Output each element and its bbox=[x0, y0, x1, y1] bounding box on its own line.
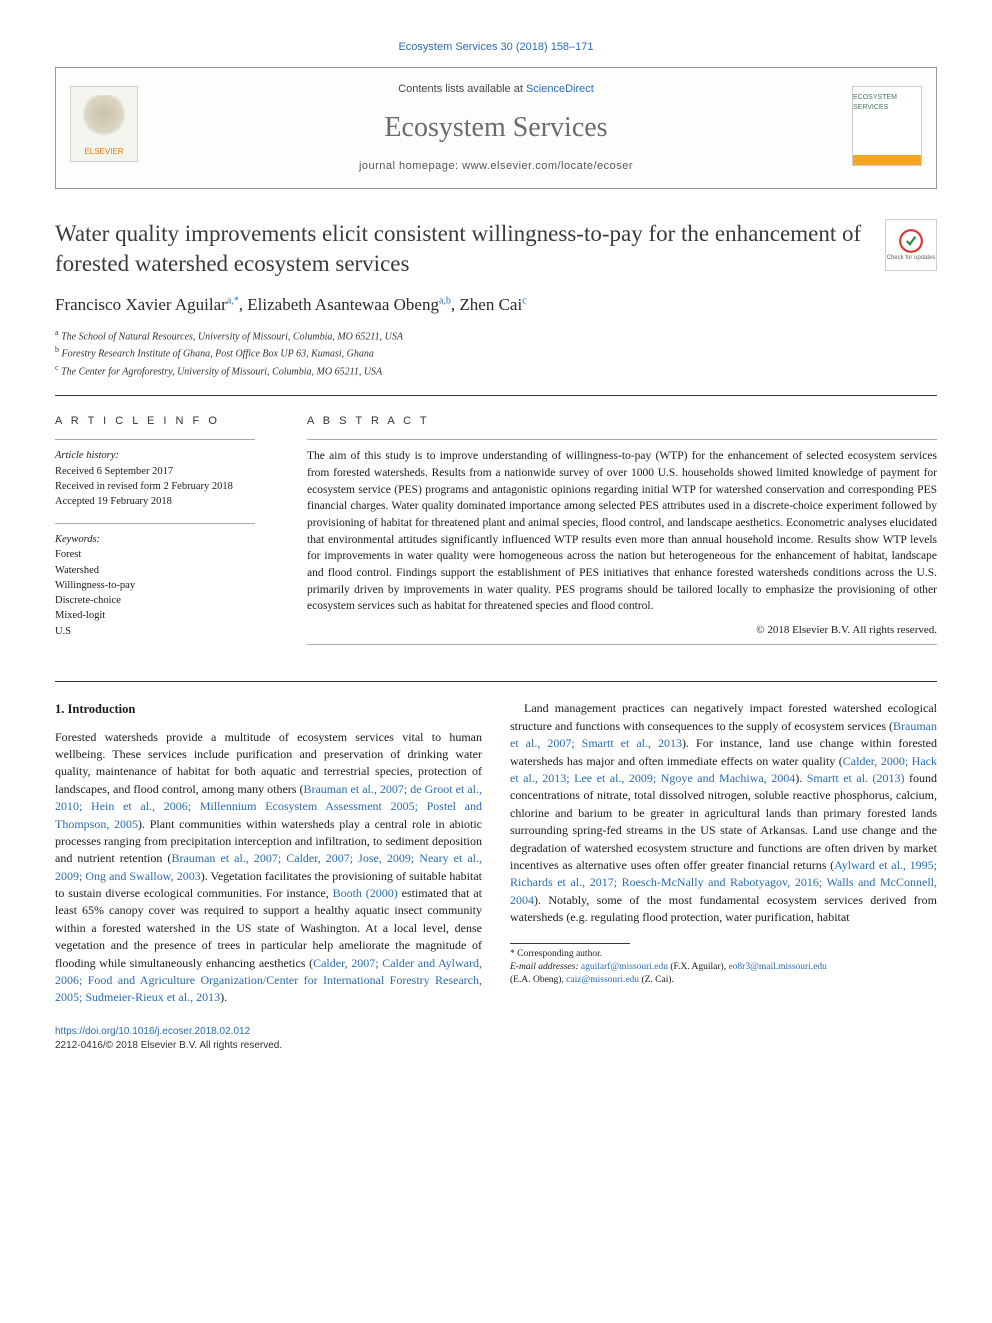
journal-cover-thumb[interactable]: ECOSYSTEM SERVICES bbox=[852, 86, 922, 166]
article-history: Article history: Received 6 September 20… bbox=[55, 448, 275, 509]
page-footer: https://doi.org/10.1016/j.ecoser.2018.02… bbox=[55, 1025, 937, 1053]
footnotes: * Corresponding author. E-mail addresses… bbox=[510, 948, 937, 988]
author-3[interactable]: Zhen Cai bbox=[459, 295, 522, 314]
article-info-heading: A R T I C L E I N F O bbox=[55, 414, 275, 429]
body-paragraph: Land management practices can negatively… bbox=[510, 700, 937, 926]
crossmark-icon bbox=[898, 228, 924, 254]
footnote-divider bbox=[510, 943, 630, 944]
sciencedirect-link[interactable]: ScienceDirect bbox=[526, 83, 594, 95]
affiliation-a: The School of Natural Resources, Univers… bbox=[61, 331, 403, 342]
citation-link[interactable]: Booth (2000) bbox=[333, 886, 398, 900]
author-1[interactable]: Francisco Xavier Aguilar bbox=[55, 295, 227, 314]
abstract-text: The aim of this study is to improve unde… bbox=[307, 448, 937, 615]
journal-name: Ecosystem Services bbox=[166, 108, 826, 147]
affiliation-c: The Center for Agroforestry, University … bbox=[61, 366, 382, 377]
contents-available: Contents lists available at ScienceDirec… bbox=[166, 82, 826, 97]
abstract-heading: A B S T R A C T bbox=[307, 414, 937, 429]
keywords: Keywords: Forest Watershed Willingness-t… bbox=[55, 532, 275, 639]
journal-cover-text: ECOSYSTEM SERVICES bbox=[853, 93, 921, 113]
corresponding-note: Corresponding author. bbox=[517, 949, 602, 959]
divider bbox=[307, 439, 937, 440]
journal-homepage: journal homepage: www.elsevier.com/locat… bbox=[166, 159, 826, 174]
elsevier-logo[interactable]: ELSEVIER bbox=[70, 86, 138, 162]
citation-link[interactable]: Smartt et al. (2013) bbox=[807, 771, 905, 785]
homepage-url[interactable]: www.elsevier.com/locate/ecoser bbox=[462, 160, 633, 172]
copyright: © 2018 Elsevier B.V. All rights reserved… bbox=[307, 623, 937, 638]
divider bbox=[55, 523, 255, 524]
email-link[interactable]: eo8r3@mail.missouri.edu bbox=[728, 962, 826, 972]
affiliations: a The School of Natural Resources, Unive… bbox=[55, 327, 937, 379]
email-link[interactable]: aguilarf@missouri.edu bbox=[581, 962, 668, 972]
article-body: 1. Introduction Forested watersheds prov… bbox=[55, 700, 937, 1006]
email-link[interactable]: caiz@missouri.edu bbox=[566, 975, 639, 985]
divider bbox=[55, 395, 937, 396]
journal-header: ELSEVIER ECOSYSTEM SERVICES Contents lis… bbox=[55, 67, 937, 189]
section-heading: 1. Introduction bbox=[55, 700, 482, 718]
affiliation-b: Forestry Research Institute of Ghana, Po… bbox=[62, 349, 374, 360]
divider bbox=[307, 644, 937, 645]
authors: Francisco Xavier Aguilara,*, Elizabeth A… bbox=[55, 293, 937, 317]
author-2[interactable]: Elizabeth Asantewaa Obeng bbox=[247, 295, 439, 314]
issue-citation: Ecosystem Services 30 (2018) 158–171 bbox=[55, 40, 937, 55]
issn-copyright: 2212-0416/© 2018 Elsevier B.V. All right… bbox=[55, 1040, 282, 1051]
crossmark-badge[interactable]: Check for updates bbox=[885, 219, 937, 271]
divider bbox=[55, 681, 937, 682]
doi-link[interactable]: https://doi.org/10.1016/j.ecoser.2018.02… bbox=[55, 1026, 250, 1037]
publisher-name: ELSEVIER bbox=[84, 146, 123, 157]
divider bbox=[55, 439, 255, 440]
body-paragraph: Forested watersheds provide a multitude … bbox=[55, 729, 482, 1007]
article-title: Water quality improvements elicit consis… bbox=[55, 219, 869, 279]
